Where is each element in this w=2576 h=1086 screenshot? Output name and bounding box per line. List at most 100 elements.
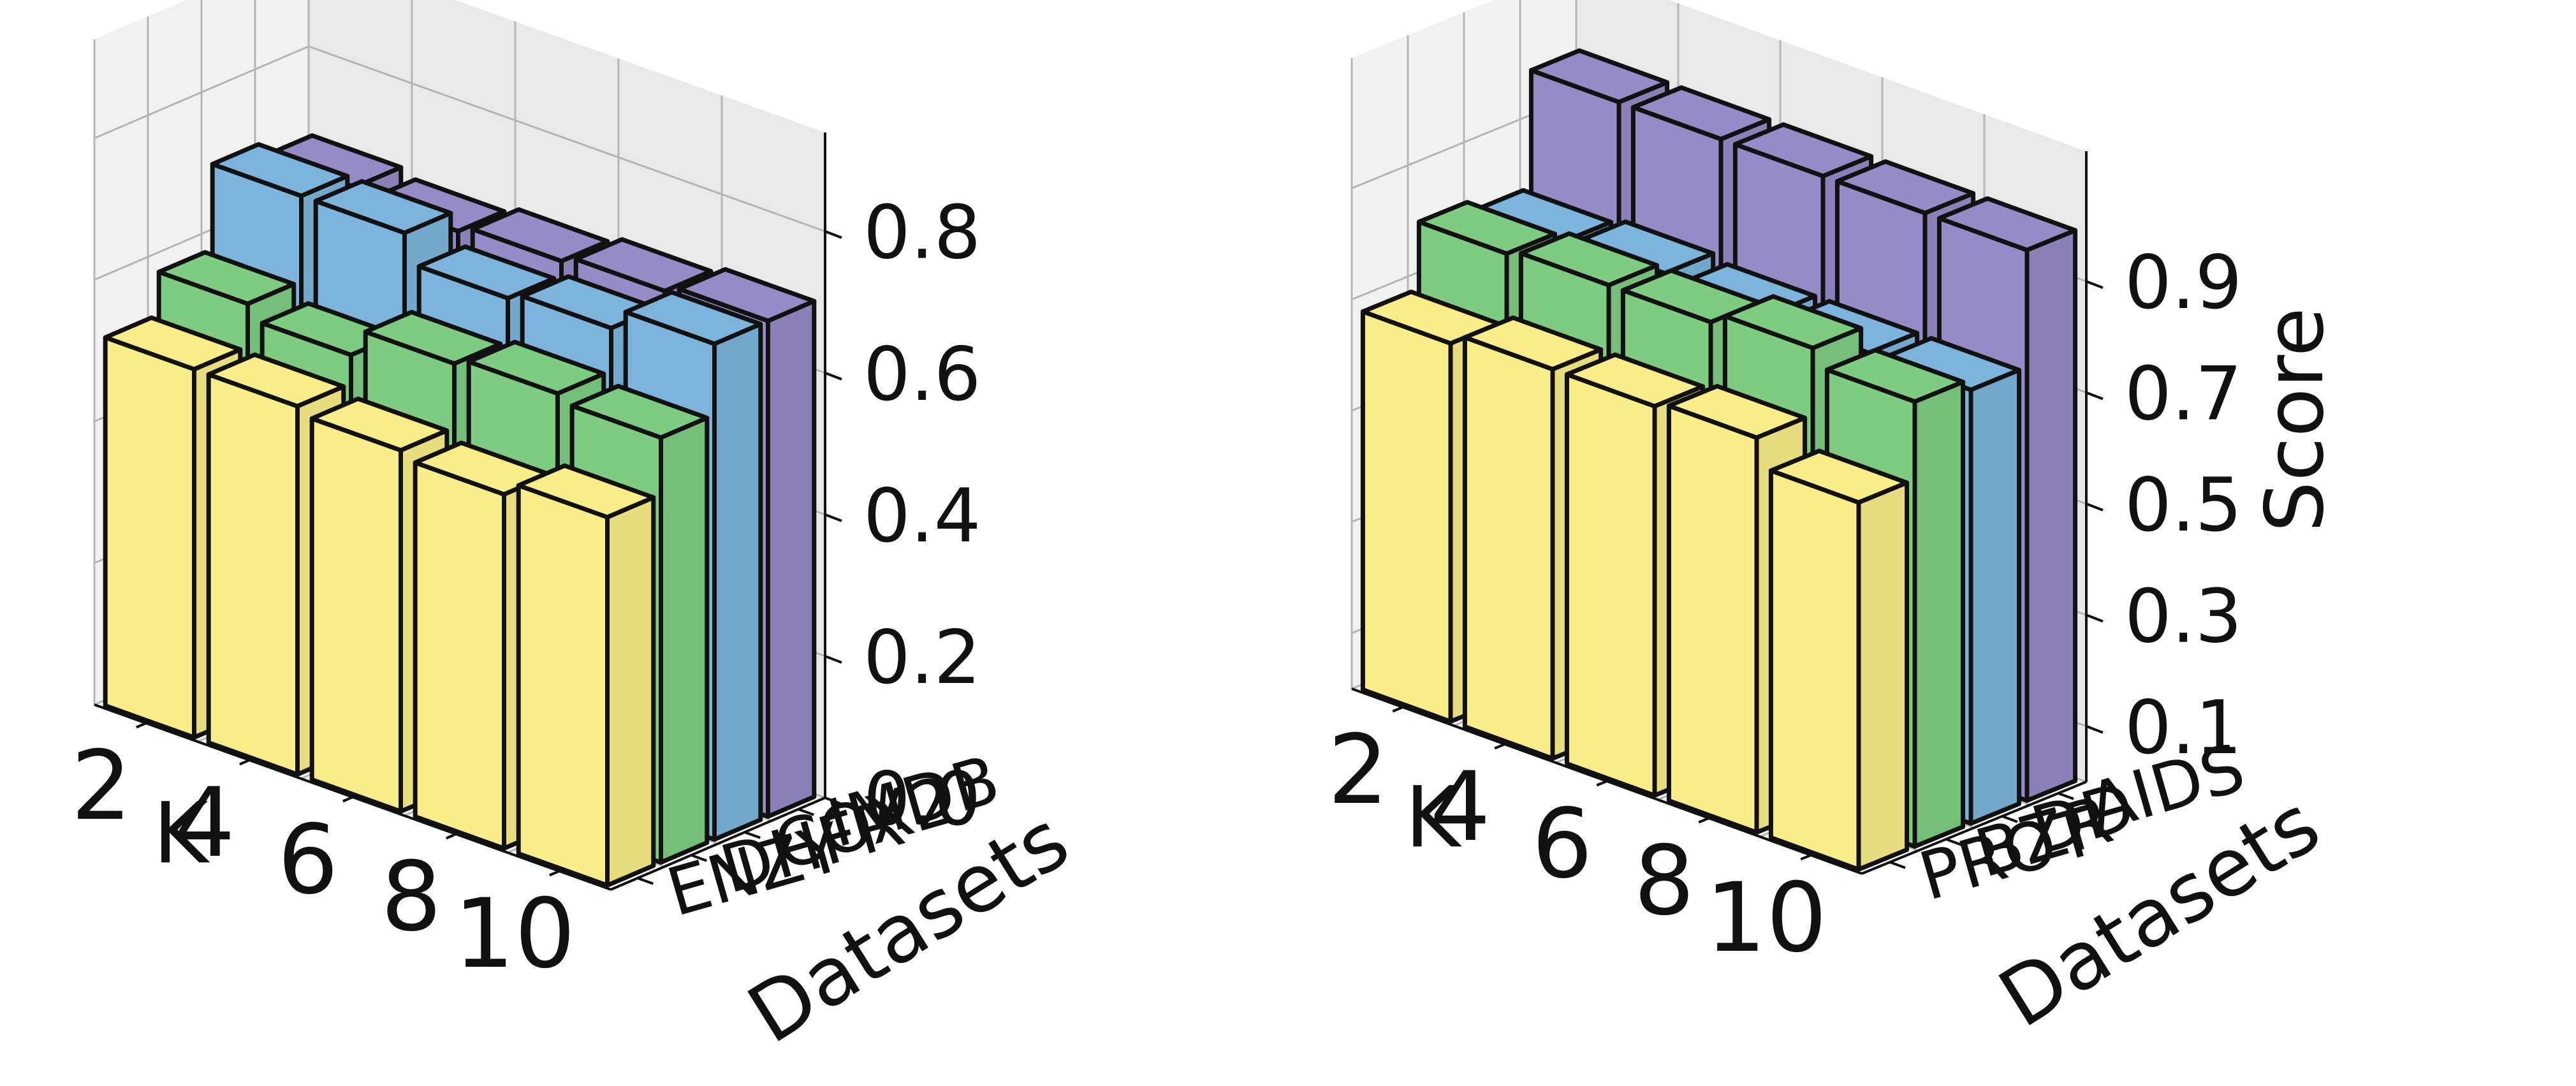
k-tick-mark (446, 833, 457, 840)
bar-side-face (1968, 367, 2022, 826)
dataset-tick-mark (798, 808, 814, 816)
k-tick-label: 4 (1430, 752, 1490, 863)
bar-front-face (413, 460, 506, 851)
chart-panel-1: 2 4 6 8 10K ENZYDHFRCOX2IMDBDatasets0.00.20.4… (71, 0, 1085, 1062)
k-tick-label: 10 (1706, 863, 1827, 974)
bar-front-face (1360, 309, 1453, 724)
bar-front-face (1768, 468, 1861, 872)
series-enzy (103, 315, 656, 888)
chart-panel-2: 2 4 6 8 10K PROTBZRDDAIDSDatasets0.10.30.50.7… (1328, 0, 2341, 1046)
k-tick-mark (1596, 780, 1607, 787)
k-tick-mark (1392, 706, 1403, 713)
bar-top-face (1666, 384, 1808, 440)
z-tick-mark (2086, 280, 2104, 290)
bar-top-face (1630, 85, 1772, 142)
z-tick-mark (2086, 503, 2104, 511)
z-tick-label: 0.7 (2125, 351, 2242, 437)
dataset-tick-mark (637, 877, 654, 885)
k-tick-mark (342, 796, 353, 803)
z-tick-mark (2086, 391, 2104, 400)
z-tick-label: 0.9 (2125, 240, 2242, 326)
bar-front-face (103, 335, 196, 740)
dataset-tick-mark (1889, 861, 1906, 869)
bar-top-face (569, 383, 710, 440)
z-tick-label: 0.8 (863, 190, 981, 276)
k-tick-label: 10 (454, 879, 576, 990)
dataset-tick-mark (1945, 838, 1962, 846)
bar-top-face (516, 463, 656, 520)
bar-top-face (1936, 196, 2078, 253)
datasets-axis-line (610, 796, 826, 891)
bar-top-face (1518, 231, 1660, 288)
z-tick-label: 0.4 (863, 473, 981, 559)
z-tick-label: 0.1 (2125, 685, 2242, 771)
k-tick-mark (239, 759, 250, 766)
bar-side-face (659, 415, 710, 865)
k-tick-label: 2 (1328, 715, 1388, 826)
k-axis-label: K (153, 784, 210, 883)
dataset-tick-mark (691, 854, 707, 862)
k-axis-label: K (1405, 768, 1463, 867)
k-tick-mark (549, 870, 560, 877)
bar-top-face (309, 396, 450, 453)
series-prot (1360, 290, 1910, 872)
z-tick-label: 0.3 (2125, 573, 2242, 659)
bar-top-face (1824, 348, 1966, 404)
z-tick-mark (824, 796, 842, 805)
k-tick-mark (1698, 817, 1709, 824)
k-tick-mark (1800, 854, 1811, 861)
z-axis: 0.0 0.2 0.4 0.6 0.8 (824, 132, 981, 842)
dataset-tick-mark (744, 831, 761, 839)
bar-side-face (605, 495, 656, 888)
bar-top-face (1462, 315, 1604, 372)
bar-top-face (1416, 200, 1558, 256)
bar-side-face (2024, 228, 2078, 803)
k-axis: 2 4 6 8 10 K (71, 703, 611, 990)
bar-top-face (156, 250, 296, 306)
bar-top-face (1732, 122, 1874, 179)
bar-top-face (466, 339, 606, 396)
bar-top-face (623, 290, 763, 346)
k-tick-label: 6 (1532, 789, 1592, 900)
bar-top-face (206, 352, 346, 409)
bar-front-face (1564, 372, 1657, 798)
bar-front-face (206, 372, 300, 777)
bar-front-face (309, 416, 403, 814)
bar-top-face (313, 179, 453, 235)
bar-top-face (1528, 48, 1670, 105)
z-tick-label: 0.0 (863, 756, 981, 842)
k-tick-mark (136, 722, 147, 729)
k-tick-label: 2 (71, 731, 131, 842)
z-tick-mark (824, 513, 842, 522)
bar-enzy-k10 (516, 463, 656, 888)
k-axis: 2 4 6 8 10 K (1328, 687, 1862, 974)
bar-side-face (1856, 480, 1910, 872)
bar-side-face (766, 298, 817, 819)
dataset-tick-mark (2002, 815, 2018, 823)
k-tick-label: 8 (381, 842, 441, 953)
bar-top-face (1834, 159, 1976, 216)
bar-top-face (677, 267, 817, 323)
z-tick-mark (824, 230, 842, 239)
bar-top-face (416, 244, 557, 301)
z-tick-mark (2086, 724, 2104, 734)
bar-top-face (210, 142, 350, 198)
datasets-axis-line (1861, 781, 2087, 875)
z-tick-mark (824, 371, 842, 381)
k-tick-mark (1494, 743, 1505, 750)
bar-top-face (1722, 294, 1864, 351)
bar-top-face (1564, 352, 1706, 409)
bar-top-face (1768, 448, 1910, 505)
bar-front-face (516, 483, 610, 888)
dataset-tick-mark (2058, 792, 2074, 800)
z-tick-mark (2086, 613, 2104, 623)
bar-front-face (1462, 335, 1555, 761)
bar-side-face (1912, 379, 1966, 849)
z-axis-label: Score (2248, 307, 2341, 532)
z-tick-label: 0.2 (863, 615, 981, 701)
z-tick-label: 0.6 (863, 332, 981, 418)
bar-top-face (470, 207, 610, 263)
k-tick-label: 8 (1634, 826, 1694, 937)
